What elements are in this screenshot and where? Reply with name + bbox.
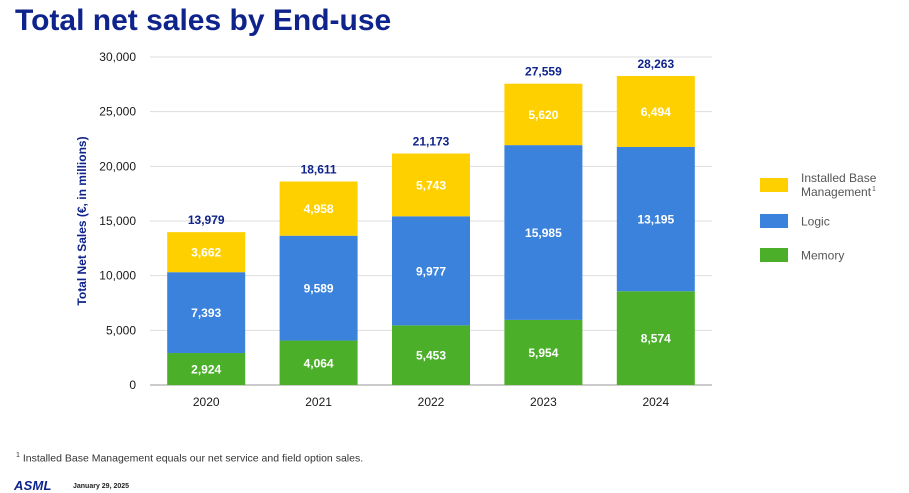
bar-segment: [167, 272, 246, 354]
footnote: 1 Installed Base Management equals our n…: [16, 452, 363, 465]
bar-segment: [279, 181, 358, 236]
data-label: 4,958: [304, 202, 334, 216]
data-label: 13,195: [637, 213, 674, 227]
data-label: 9,589: [304, 282, 334, 296]
legend-swatch: [760, 178, 788, 192]
data-label: 3,662: [191, 246, 221, 260]
bar-segment: [392, 325, 470, 385]
bar-segment: [279, 340, 358, 385]
legend-label: Management: [801, 185, 872, 199]
data-label: 6,494: [641, 105, 671, 119]
legend-swatch: [760, 248, 788, 262]
y-tick-label: 20,000: [99, 159, 136, 173]
data-label: 5,954: [528, 346, 558, 360]
x-tick-label: 2021: [305, 395, 332, 409]
total-label: 13,979: [188, 213, 225, 227]
data-label: 4,064: [304, 356, 334, 370]
bar-segment: [504, 319, 583, 385]
bar-segment: [279, 235, 358, 341]
y-tick-label: 10,000: [99, 269, 136, 283]
footnote-marker: 1: [16, 452, 20, 459]
data-label: 5,743: [416, 178, 446, 192]
x-tick-label: 2023: [530, 395, 557, 409]
bar-segment: [167, 353, 246, 385]
bar-segment: [616, 75, 695, 147]
data-label: 5,620: [528, 108, 558, 122]
y-axis-title: Total Net Sales (€, in millions): [75, 136, 89, 305]
bar-segment: [167, 232, 246, 273]
total-label: 27,559: [525, 65, 562, 79]
asml-logo: ASML: [14, 478, 52, 493]
x-tick-label: 2020: [193, 395, 220, 409]
data-label: 7,393: [191, 306, 221, 320]
y-tick-label: 25,000: [99, 105, 136, 119]
x-tick-label: 2022: [418, 395, 445, 409]
data-label: 2,924: [191, 363, 221, 377]
bar-segment: [392, 153, 470, 217]
y-tick-label: 5,000: [106, 323, 136, 337]
bar-segment: [392, 216, 470, 326]
total-label: 21,173: [413, 135, 450, 149]
legend-swatch: [760, 214, 788, 228]
bar-segment: [504, 83, 583, 146]
footnote-text: Installed Base Management equals our net…: [22, 452, 364, 465]
x-tick-label: 2024: [642, 395, 669, 409]
data-label: 8,574: [641, 332, 671, 346]
legend-label: Memory: [801, 249, 844, 263]
y-tick-label: 30,000: [99, 50, 136, 64]
page-title: Total net sales by End-use: [15, 4, 392, 37]
bar-segment: [616, 291, 695, 385]
y-tick-label: 15,000: [99, 214, 136, 228]
y-tick-label: 0: [129, 378, 136, 392]
data-label: 15,985: [525, 226, 562, 240]
data-label: 9,977: [416, 264, 446, 278]
total-label: 28,263: [637, 57, 674, 71]
legend-label: Logic: [801, 215, 830, 229]
bar-segment: [616, 146, 695, 292]
bar-segment: [504, 145, 583, 320]
presentation-date: January 29, 2025: [73, 483, 130, 490]
data-label: 5,453: [416, 349, 446, 363]
legend-label: Installed Base: [801, 171, 877, 185]
total-label: 18,611: [301, 163, 337, 177]
legend-superscript: 1: [872, 186, 876, 193]
